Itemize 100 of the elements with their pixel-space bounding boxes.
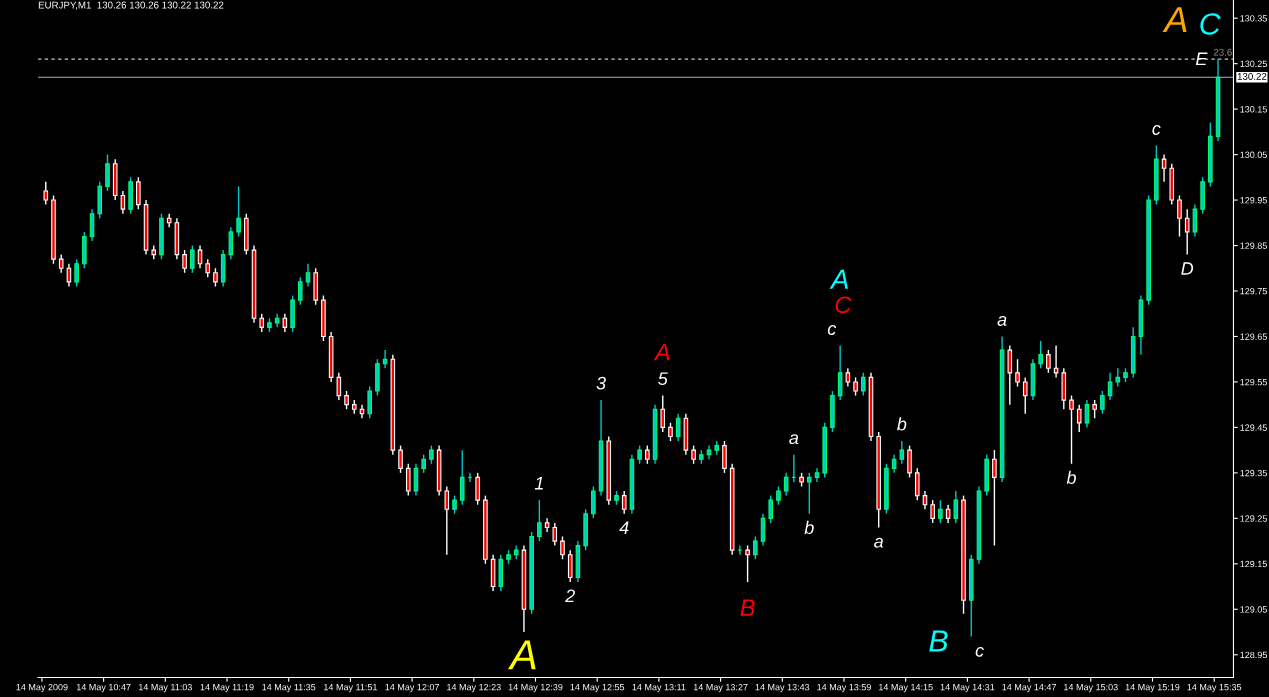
candlestick [660,394,666,433]
x-tick-label: 14 May 13:43 [755,683,810,693]
candlestick [1022,376,1028,415]
candlestick [907,444,912,479]
candlestick [1046,349,1051,374]
x-tick-label: 14 May 15:19 [1125,683,1180,693]
candlestick [783,472,789,497]
candlestick [1015,358,1020,388]
candlestick [691,444,696,465]
y-tick-label: 129.05 [1240,606,1267,613]
annotation: D [1181,262,1194,275]
candlestick [213,267,218,288]
candlestick [1007,344,1013,406]
candlestick [853,376,858,397]
candlestick [1084,399,1090,429]
candlestick [475,472,480,506]
candlestick [768,494,774,524]
candlestick [452,494,457,515]
candlestick [837,344,843,401]
x-tick-label: 14 May 12:39 [508,683,563,693]
candlestick [236,185,241,238]
annotation: 23.6 [1213,48,1232,56]
x-tick-label: 14 May 12:55 [570,683,625,693]
x-tick-label: 14 May 13:11 [632,683,686,693]
annotation: 2 [565,589,575,603]
candlestick [459,449,465,506]
y-tick-label: 129.25 [1240,515,1267,522]
candlestick [297,276,303,306]
y-tick-label: 129.55 [1240,378,1267,386]
candlestick [1069,394,1074,465]
x-tick-label: 14 May 11:19 [200,683,254,693]
candlestick [891,453,897,474]
x-tick-label: 14 May 11:03 [138,683,192,693]
x-tick-label: 14 May 2009 [16,683,68,693]
candlestick [645,444,650,465]
candlestick [382,349,388,369]
annotation: 4 [619,521,629,534]
y-tick-label: 129.15 [1240,560,1267,568]
annotation: C [835,296,852,314]
candlestick [745,544,750,583]
candlestick [120,190,126,215]
candlestick [305,263,311,288]
y-tick-label: 129.35 [1240,469,1267,477]
candlestick [668,422,673,442]
candlestick [552,522,558,547]
candlestick [259,313,265,333]
candlestick [807,472,812,515]
candlestick [637,444,642,465]
annotation: b [1066,470,1076,485]
y-tick-label: 130.15 [1240,106,1267,113]
y-tick-label: 129.65 [1240,333,1267,340]
candlestick [367,385,372,420]
x-tick-label: 14 May 12:23 [447,683,501,693]
annotation: a [997,316,1007,326]
annotation: a [874,537,884,548]
candlestick [945,504,951,524]
annotation: A [507,640,536,670]
candlestick [228,226,234,260]
y-tick-label: 128.95 [1240,651,1267,659]
y-tick-label: 130.25 [1240,60,1267,68]
candlestick [74,258,79,288]
candlestick [675,413,681,442]
candlestick [444,485,450,556]
candlestick [722,440,727,474]
y-tick-label: 129.75 [1240,287,1267,295]
annotation: B [740,599,755,616]
candlestick [1038,340,1043,369]
candlestick [421,453,426,474]
candlestick [1177,194,1182,238]
candlestick [953,490,959,524]
y-tick-label: 129.45 [1240,424,1267,431]
candlestick [560,535,565,560]
candlestick [182,249,187,274]
annotation: 1 [534,476,543,490]
x-tick-label: 14 May 14:47 [1002,684,1056,693]
candlestick [336,372,342,401]
annotation: 5 [658,372,668,386]
candlestick [1076,403,1082,433]
annotation: 3 [596,376,606,390]
annotation: b [897,417,907,431]
annotation: B [929,630,948,652]
candlestick [197,244,203,269]
annotation: b [804,520,814,535]
candlestick [136,176,141,210]
candlestick [105,153,110,192]
candlestick [344,390,349,410]
candlestick [66,263,72,288]
candlestick [914,467,920,501]
candlestick [1115,367,1121,388]
candlestick [621,490,627,515]
chart-title: EURJPY,M1 130.26 130.26 130.22 130.22 [38,1,224,10]
y-tick-label: 129.85 [1240,242,1267,249]
y-tick-label: 130.05 [1240,151,1267,158]
candlestick [43,181,49,206]
candlestick [930,499,935,524]
x-tick-label: 14 May 13:59 [817,683,871,693]
candlestick [205,258,211,279]
candlestick [938,499,943,524]
annotation: c [1152,125,1161,135]
candlestick [753,535,758,560]
